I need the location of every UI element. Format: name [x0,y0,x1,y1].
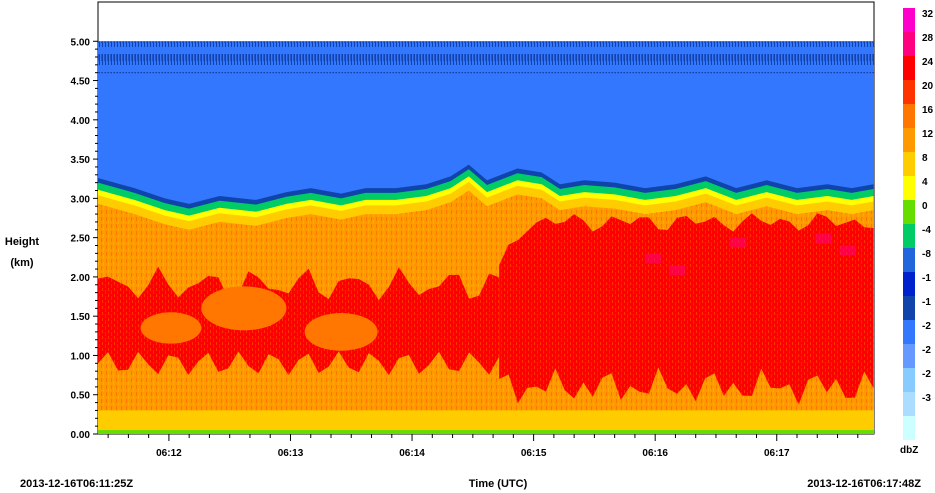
colorbar-swatch [903,32,915,56]
y-tick-label: 4.00 [71,116,91,127]
x-tick-label: 06:13 [278,448,304,459]
colorbar: 32 28 24 20 16 12 8 4 0 -4 -8 -1 -1 -2 -2 -2 -3 [903,8,934,440]
colorbar-swatch [903,344,915,368]
colorbar-label: -8 [922,249,931,260]
colorbar-swatch [903,368,915,392]
colorbar-label: -4 [922,225,931,236]
x-axis: 06:12 06:13 06:14 06:15 06:16 06:17 [107,434,859,459]
reflectivity-field [98,41,874,434]
y-tick-label: 2.00 [71,273,91,284]
convective-core-left [98,266,500,376]
colorbar-label: 12 [922,129,934,140]
colorbar-swatch [903,392,915,416]
echo-top-band [98,41,874,74]
colorbar-unit: dbZ [900,445,918,456]
colorbar-label: -2 [922,321,931,332]
y-tick-label: 4.50 [71,77,91,88]
colorbar-swatch [903,248,915,272]
colorbar-swatch [903,80,915,104]
x-tick-label: 06:12 [156,448,182,459]
colorbar-label: 16 [922,105,934,116]
colorbar-label: 20 [922,81,934,92]
colorbar-label: 4 [922,177,928,188]
colorbar-label: -3 [922,393,931,404]
peak-reflectivity [730,237,747,248]
colorbar-label: 8 [922,153,928,164]
colorbar-label: 0 [922,201,928,212]
y-tick-label: 0.00 [71,430,91,441]
colorbar-label: 32 [922,9,934,20]
colorbar-swatch [903,272,915,296]
orange-pocket [140,312,202,344]
x-tick-label: 06:17 [764,448,790,459]
peak-reflectivity [815,233,832,244]
colorbar-swatch [903,8,915,32]
colorbar-swatch [903,320,915,344]
x-tick-label: 06:14 [399,448,425,459]
colorbar-label: 24 [922,57,934,68]
colorbar-swatch [903,176,915,200]
surface-band [98,410,874,434]
colorbar-label: -1 [922,273,931,284]
y-tick-label: 3.00 [71,194,91,205]
x-tick-label: 06:15 [521,448,547,459]
colorbar-label: 28 [922,33,934,44]
y-axis-unit: (km) [10,257,34,269]
end-time-label: 2013-12-16T06:17:48Z [807,478,921,490]
orange-pocket [304,313,378,351]
convective-core-right [499,213,874,405]
y-tick-label: 1.50 [71,312,91,323]
y-axis-label: Height [5,236,40,248]
colorbar-label: -2 [922,345,931,356]
y-tick-label: 1.00 [71,351,91,362]
orange-pocket [201,286,287,331]
x-tick-label: 06:16 [642,448,668,459]
colorbar-swatch [903,128,915,152]
colorbar-swatch [903,296,915,320]
peak-reflectivity [839,245,856,256]
y-tick-label: 5.00 [71,37,91,48]
peak-reflectivity [669,265,686,276]
x-axis-label: Time (UTC) [469,478,528,490]
colorbar-swatch [903,56,915,80]
colorbar-label: -1 [922,297,931,308]
colorbar-swatch [903,224,915,248]
colorbar-swatch [903,416,915,440]
y-tick-label: 0.50 [71,391,91,402]
y-axis: 0.00 0.50 1.00 1.50 2.00 2.50 3.00 3.50 4.00 4.50… [71,37,98,441]
y-tick-label: 2.50 [71,234,91,245]
colorbar-swatch [903,104,915,128]
colorbar-swatch [903,200,915,224]
start-time-label: 2013-12-16T06:11:25Z [20,478,133,490]
colorbar-label: -2 [922,369,931,380]
ground-clutter [98,430,874,434]
peak-reflectivity [645,253,662,264]
colorbar-swatch [903,152,915,176]
y-tick-label: 3.50 [71,155,91,166]
